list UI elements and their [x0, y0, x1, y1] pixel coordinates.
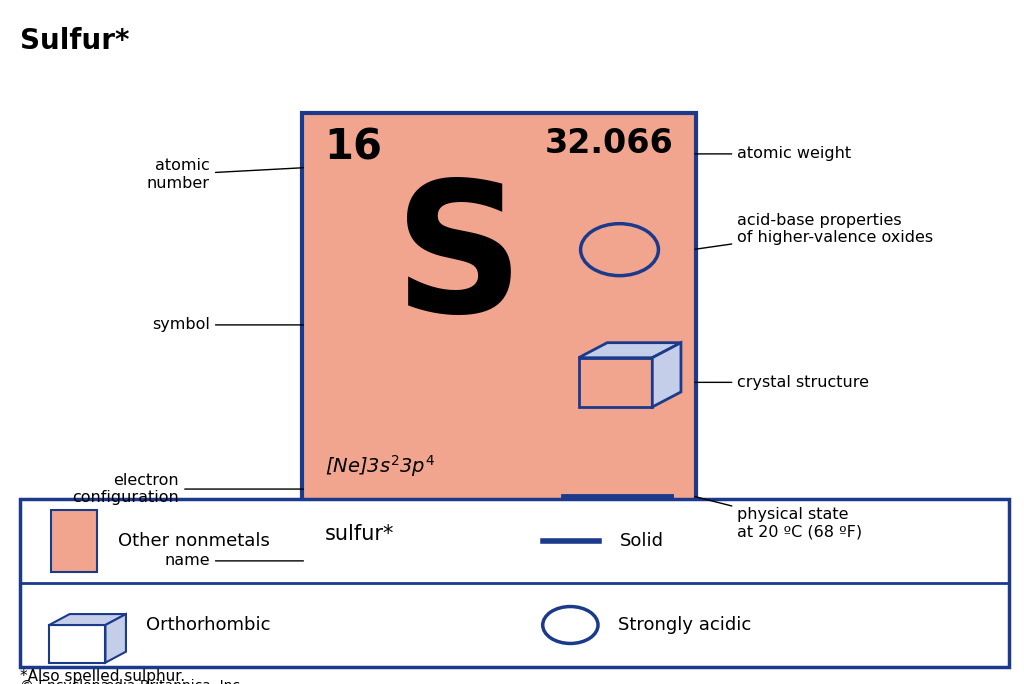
- Text: acid-base properties
of higher-valence oxides: acid-base properties of higher-valence o…: [695, 213, 934, 249]
- Text: Sulfur*: Sulfur*: [20, 27, 130, 55]
- Circle shape: [543, 607, 598, 644]
- Text: atomic
number: atomic number: [146, 158, 303, 191]
- Text: atomic weight: atomic weight: [695, 146, 851, 161]
- Text: Orthorhombic: Orthorhombic: [146, 616, 271, 634]
- Bar: [51, 510, 97, 572]
- Polygon shape: [105, 614, 126, 663]
- Bar: [302, 113, 696, 605]
- Text: symbol: symbol: [152, 317, 303, 332]
- Polygon shape: [652, 343, 681, 407]
- Text: 32.066: 32.066: [545, 127, 674, 159]
- Text: 16: 16: [325, 127, 383, 168]
- Bar: [579, 358, 652, 407]
- Text: S: S: [394, 174, 524, 350]
- Text: Other nonmetals: Other nonmetals: [118, 532, 269, 550]
- Bar: [49, 625, 105, 663]
- Text: © Encyclopædia Britannica, Inc.: © Encyclopædia Britannica, Inc.: [20, 679, 245, 684]
- Polygon shape: [579, 343, 681, 358]
- Bar: [20, 499, 1009, 667]
- Text: Strongly acidic: Strongly acidic: [618, 616, 752, 634]
- Text: [Ne]3$s^2$3$p^4$: [Ne]3$s^2$3$p^4$: [325, 453, 434, 479]
- Text: electron
configuration: electron configuration: [73, 473, 303, 505]
- Text: *Also spelled sulphur.: *Also spelled sulphur.: [20, 669, 185, 684]
- Polygon shape: [49, 614, 126, 625]
- Circle shape: [581, 224, 658, 276]
- Text: Solid: Solid: [620, 532, 664, 550]
- Text: physical state
at 20 ºC (68 ºF): physical state at 20 ºC (68 ºF): [695, 497, 862, 540]
- Text: sulfur*: sulfur*: [325, 524, 394, 544]
- Text: crystal structure: crystal structure: [695, 375, 869, 390]
- Text: name: name: [164, 553, 303, 568]
